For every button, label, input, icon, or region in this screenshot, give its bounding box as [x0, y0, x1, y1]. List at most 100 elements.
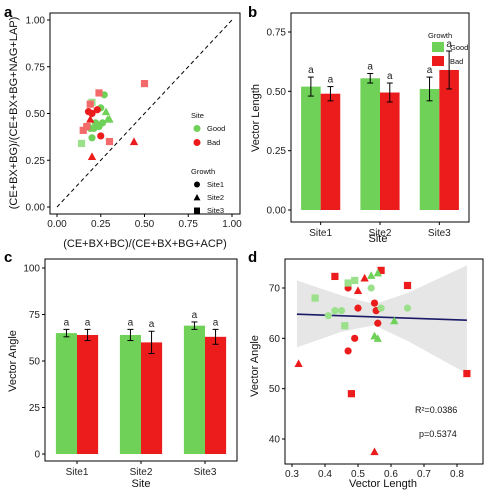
- b-category-label: Site3: [428, 228, 451, 239]
- panel-a-point: [93, 106, 101, 114]
- panel-d-ytick-label: 40: [269, 435, 281, 446]
- panel-d-xtick-label: 0.7: [417, 469, 431, 480]
- panel-d-pvalue: p=0.5374: [419, 429, 457, 439]
- panel-a-point: [88, 134, 96, 142]
- c-significance-label: a: [213, 317, 219, 328]
- b-significance-label: a: [427, 65, 433, 76]
- panel-a-legend-growth-swatch: [193, 194, 201, 201]
- panel-d-xtick-label: 0.4: [318, 469, 332, 480]
- panel-d-point: [311, 294, 319, 302]
- panel-a-legend-growth-label: Site1: [207, 180, 224, 189]
- panel-d-r2: R²=0.0386: [415, 405, 457, 415]
- panel-a-legend-growth-swatch: [194, 181, 200, 188]
- panel-d-point: [353, 286, 363, 295]
- b-category-label: Site1: [309, 228, 332, 239]
- panel-label-b: b: [248, 4, 257, 21]
- panel-c: Site Vector Angle 0 25 50 75 100 Site1 a a Site2…: [7, 258, 238, 490]
- panel-a-xtick-label: 0.50: [135, 219, 155, 230]
- panel-label-d: d: [248, 249, 257, 266]
- b-significance-label: a: [328, 75, 334, 86]
- b-significance-label: a: [308, 65, 314, 76]
- panel-label-a: a: [4, 4, 13, 21]
- panel-a-point: [77, 139, 86, 148]
- panel-a-ytick-label: 1.00: [26, 16, 46, 27]
- b-significance-label: a: [387, 71, 393, 82]
- panel-d-point: [347, 390, 355, 398]
- panel-d-point: [324, 312, 332, 320]
- panel-d-frame: [284, 258, 484, 465]
- panel-d-confidence-band: [296, 265, 467, 374]
- panel-a: (CE+BX+BC)/(CE+BX+BG+ACP) (CE+BX+BG)/(CE…: [8, 12, 242, 250]
- b-significance-label: a: [446, 39, 452, 50]
- panel-a-ytick-label: 0.00: [26, 203, 46, 214]
- b-bar-bad: [320, 93, 341, 210]
- panel-d-point: [360, 273, 369, 282]
- panel-a-point: [88, 109, 96, 118]
- c-bar-good: [183, 325, 205, 454]
- panel-d-point: [377, 304, 385, 312]
- c-bar-good: [119, 334, 141, 454]
- panel-a-point: [105, 114, 114, 123]
- panel-d-point: [344, 279, 352, 287]
- panel-a-reference-line: [56, 19, 233, 208]
- panel-d-xtick-label: 0.8: [450, 469, 464, 480]
- panel-b-xlabel: Site: [369, 233, 388, 245]
- panel-d-xtick-label: 0.3: [285, 469, 299, 480]
- panel-a-xlabel: (CE+BX+BC)/(CE+BX+BG+ACP): [63, 238, 227, 250]
- panel-a-point: [83, 122, 91, 131]
- c-significance-label: a: [128, 317, 134, 328]
- panel-a-legend-site-swatch: [193, 139, 201, 146]
- panel-d-point: [337, 307, 346, 315]
- panel-d-point: [373, 268, 382, 277]
- panel-d-point: [351, 276, 359, 285]
- c-ytick-label: 100: [23, 264, 40, 275]
- panel-a-point: [140, 79, 149, 88]
- panel-a-point: [95, 89, 103, 97]
- panel-d-point: [331, 272, 339, 281]
- c-significance-label: a: [149, 319, 155, 330]
- c-bar-bad: [77, 334, 99, 454]
- b-legend-label: Good: [450, 43, 468, 52]
- panel-d-point: [403, 304, 412, 312]
- panel-a-ylabel: (CE+BX+BG)/(CE+BX+BG+NAG+LAP): [8, 17, 20, 210]
- panel-a-point: [87, 152, 97, 161]
- panel-b-ylabel: Vector Length: [250, 84, 262, 152]
- panel-a-point: [105, 137, 114, 146]
- panel-a-point: [97, 132, 105, 140]
- panel-label-c: c: [4, 249, 12, 266]
- c-category-label: Site2: [130, 467, 153, 478]
- panel-a-xtick-label: 0.00: [47, 219, 67, 230]
- b-bar-bad: [439, 69, 459, 211]
- b-significance-label: a: [367, 62, 373, 73]
- panel-a-ytick-label: 0.25: [26, 156, 46, 167]
- panel-d-point: [367, 271, 376, 279]
- panel-a-point: [86, 100, 94, 108]
- b-category-label: Site2: [369, 228, 392, 239]
- c-ytick-label: 50: [29, 357, 41, 368]
- panel-a-point: [79, 126, 87, 134]
- c-bar-good: [55, 333, 77, 454]
- b-ytick-label: 0.00: [267, 206, 287, 217]
- c-significance-label: a: [85, 317, 91, 328]
- panel-c-ylabel: Vector Angle: [7, 330, 19, 392]
- b-bar-good: [301, 86, 321, 210]
- panel-d-point: [403, 281, 412, 290]
- c-ytick-label: 0: [34, 450, 40, 461]
- panel-a-legend-site-label: Good: [207, 124, 225, 133]
- panel-d-point: [463, 369, 471, 378]
- panel-a-legend-growth-label: Site3: [207, 206, 224, 215]
- c-bar-bad: [141, 342, 163, 454]
- panel-a-legend-site-title: Site: [191, 111, 204, 120]
- panel-a-ytick-label: 0.50: [26, 109, 46, 120]
- b-bar-good: [360, 78, 380, 210]
- c-category-label: Site1: [66, 467, 89, 478]
- panel-a-legend-growth-label: Site2: [207, 193, 224, 202]
- panel-d-ylabel: Vector Angle: [249, 335, 261, 397]
- panel-a-ytick-label: 0.75: [26, 62, 46, 73]
- panel-c-xlabel: Site: [132, 478, 151, 490]
- panel-d-point: [351, 334, 359, 342]
- panel-d-point: [390, 316, 399, 325]
- c-bar-bad: [205, 336, 227, 454]
- panel-d-point: [367, 284, 375, 292]
